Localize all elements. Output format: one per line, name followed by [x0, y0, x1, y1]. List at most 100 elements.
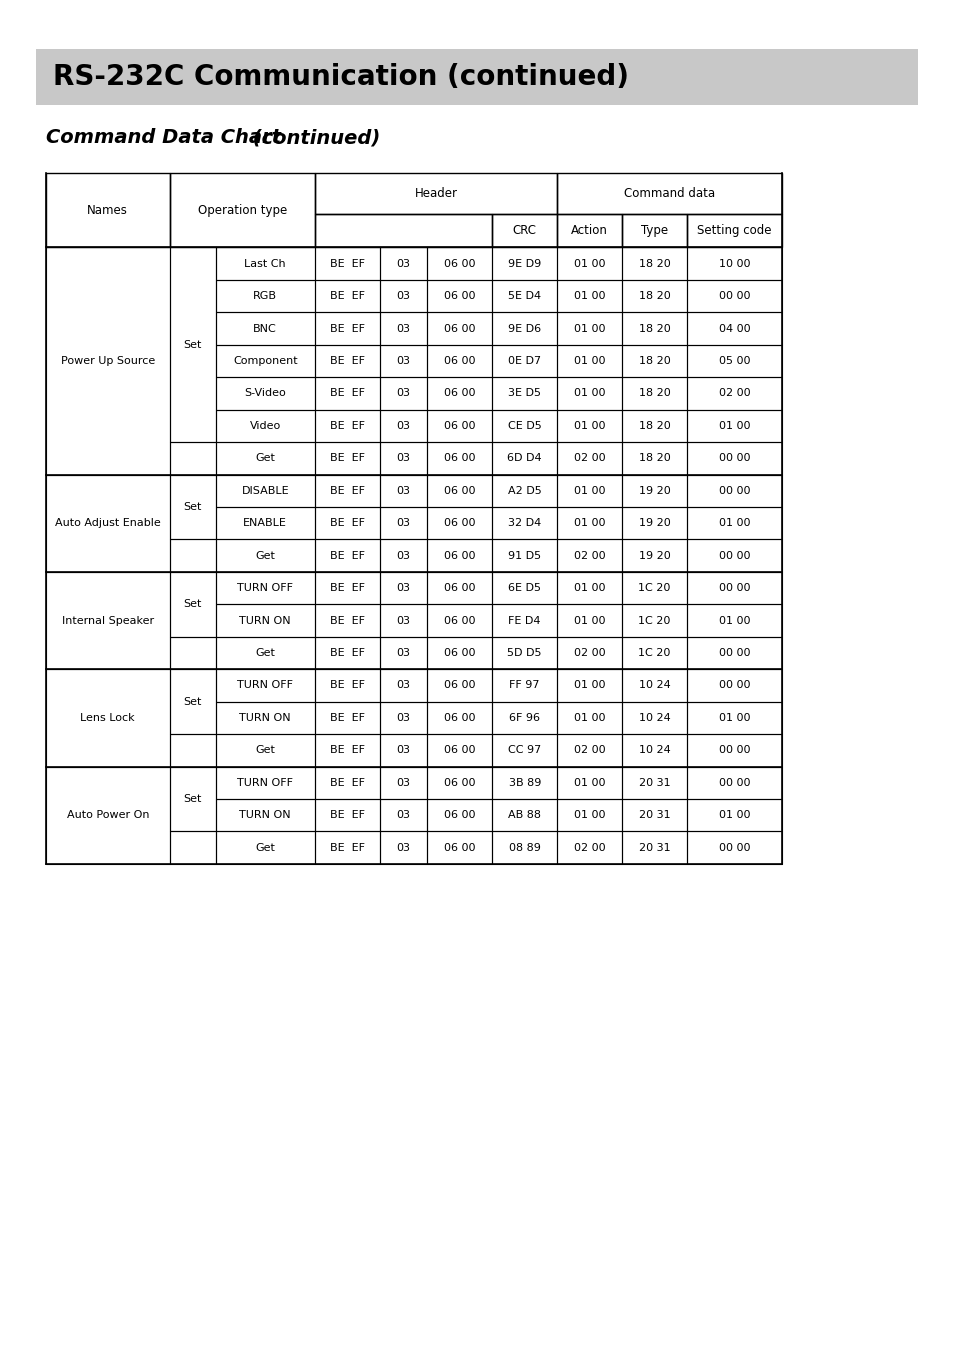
Text: DISABLE: DISABLE [241, 485, 289, 496]
Text: 08 89: 08 89 [508, 842, 540, 853]
Bar [215, 312, 314, 345]
Text: Lens Lock: Lens Lock [80, 713, 135, 723]
Bar [427, 247, 492, 280]
Text: TURN ON: TURN ON [239, 713, 291, 723]
Text: 03: 03 [396, 291, 410, 301]
Bar [686, 247, 781, 280]
Bar [686, 604, 781, 637]
Text: BNC: BNC [253, 323, 276, 334]
Bar [492, 507, 557, 539]
Bar [427, 831, 492, 864]
Bar [686, 702, 781, 734]
Text: 01 00: 01 00 [718, 713, 750, 723]
Bar [427, 507, 492, 539]
Bar [686, 831, 781, 864]
Text: RS-232C Communication (continued): RS-232C Communication (continued) [53, 64, 629, 91]
Text: BE  EF: BE EF [330, 420, 364, 431]
Text: Set: Set [183, 599, 202, 610]
Bar [379, 734, 427, 767]
Bar [492, 214, 557, 247]
Text: 00 00: 00 00 [718, 550, 750, 561]
Bar [492, 669, 557, 702]
Text: Command Data Chart: Command Data Chart [46, 128, 280, 147]
Text: RGB: RGB [253, 291, 277, 301]
Bar [379, 539, 427, 572]
Bar [427, 410, 492, 442]
Bar [557, 280, 621, 312]
Text: 06 00: 06 00 [443, 680, 476, 691]
Bar [215, 637, 314, 669]
Text: Get: Get [255, 842, 274, 853]
Bar [379, 280, 427, 312]
Bar [170, 572, 215, 637]
Bar [314, 539, 379, 572]
Text: 03: 03 [396, 485, 410, 496]
Text: 00 00: 00 00 [718, 680, 750, 691]
Text: 01 00: 01 00 [573, 388, 605, 399]
Bar [621, 831, 686, 864]
Text: BE  EF: BE EF [330, 777, 364, 788]
Bar [427, 572, 492, 604]
Text: Names: Names [88, 204, 128, 216]
Bar [557, 831, 621, 864]
Text: TURN OFF: TURN OFF [237, 583, 293, 594]
Text: 06 00: 06 00 [443, 777, 476, 788]
Bar [686, 377, 781, 410]
Text: 06 00: 06 00 [443, 323, 476, 334]
Text: Video: Video [250, 420, 280, 431]
Bar [621, 442, 686, 475]
Bar [379, 831, 427, 864]
Bar [621, 572, 686, 604]
Text: Auto Adjust Enable: Auto Adjust Enable [55, 518, 160, 529]
Bar [314, 637, 379, 669]
Bar [314, 475, 379, 507]
Text: 06 00: 06 00 [443, 745, 476, 756]
Text: 10 24: 10 24 [638, 680, 670, 691]
Bar [379, 410, 427, 442]
Text: A2 D5: A2 D5 [507, 485, 541, 496]
Text: 5E D4: 5E D4 [508, 291, 540, 301]
Bar [492, 637, 557, 669]
Text: 01 00: 01 00 [718, 810, 750, 821]
Bar [492, 280, 557, 312]
Bar [686, 799, 781, 831]
Bar [314, 442, 379, 475]
Text: FE D4: FE D4 [508, 615, 540, 626]
Text: 20 31: 20 31 [638, 842, 670, 853]
Text: 06 00: 06 00 [443, 291, 476, 301]
Bar [314, 604, 379, 637]
Bar [379, 702, 427, 734]
Text: ENABLE: ENABLE [243, 518, 287, 529]
Bar [686, 475, 781, 507]
Bar [427, 280, 492, 312]
Text: 00 00: 00 00 [718, 583, 750, 594]
Text: Get: Get [255, 550, 274, 561]
Text: 06 00: 06 00 [443, 388, 476, 399]
Text: 03: 03 [396, 842, 410, 853]
Bar [686, 442, 781, 475]
Text: BE  EF: BE EF [330, 810, 364, 821]
Text: 5D D5: 5D D5 [507, 648, 541, 658]
Text: Last Ch: Last Ch [244, 258, 286, 269]
Text: 91 D5: 91 D5 [508, 550, 540, 561]
Bar [492, 799, 557, 831]
Text: 06 00: 06 00 [443, 420, 476, 431]
Bar [492, 604, 557, 637]
Bar [427, 475, 492, 507]
Bar [686, 410, 781, 442]
Text: 06 00: 06 00 [443, 648, 476, 658]
Text: 01 00: 01 00 [573, 323, 605, 334]
Text: Header: Header [414, 187, 457, 200]
Text: 19 20: 19 20 [638, 518, 670, 529]
Text: 10 00: 10 00 [718, 258, 750, 269]
Text: 03: 03 [396, 356, 410, 366]
Bar [557, 312, 621, 345]
Text: 04 00: 04 00 [718, 323, 750, 334]
Bar [427, 312, 492, 345]
Text: 00 00: 00 00 [718, 777, 750, 788]
Bar [314, 702, 379, 734]
Bar [170, 247, 215, 442]
Text: 01 00: 01 00 [573, 615, 605, 626]
Bar [621, 475, 686, 507]
Bar [557, 767, 621, 799]
